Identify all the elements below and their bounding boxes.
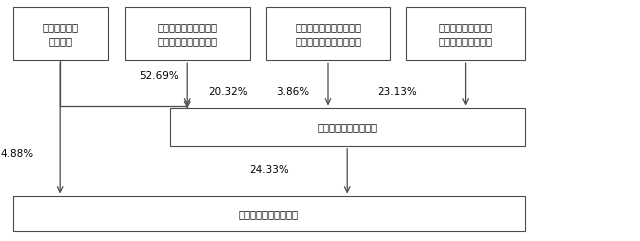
Text: 24.33%: 24.33% bbox=[250, 165, 289, 175]
Text: 3.86%: 3.86% bbox=[276, 87, 310, 97]
Text: 长沙建芯产业投资基金
合伙企业（有限合伙）: 长沙建芯产业投资基金 合伙企业（有限合伙） bbox=[157, 22, 217, 46]
Text: 三安光电股份有限公司: 三安光电股份有限公司 bbox=[239, 209, 299, 219]
FancyBboxPatch shape bbox=[406, 7, 525, 60]
FancyBboxPatch shape bbox=[125, 7, 250, 60]
FancyBboxPatch shape bbox=[13, 7, 108, 60]
Text: 52.69%: 52.69% bbox=[140, 71, 179, 81]
Text: 福建三安集团
有限公司: 福建三安集团 有限公司 bbox=[42, 22, 78, 46]
Text: 23.13%: 23.13% bbox=[378, 87, 417, 97]
FancyBboxPatch shape bbox=[266, 7, 390, 60]
Text: 4.88%: 4.88% bbox=[0, 149, 33, 159]
Text: 厦门三安电子有限公司: 厦门三安电子有限公司 bbox=[317, 122, 377, 132]
Text: 20.32%: 20.32% bbox=[208, 87, 248, 97]
FancyBboxPatch shape bbox=[170, 108, 525, 146]
FancyBboxPatch shape bbox=[13, 196, 525, 231]
Text: 鄂州葛店安芯产业投资基
金合伙企业（有限合伙）: 鄂州葛店安芯产业投资基 金合伙企业（有限合伙） bbox=[295, 22, 361, 46]
Text: 重庆高永企业管理合
伙企业（有限合伙）: 重庆高永企业管理合 伙企业（有限合伙） bbox=[438, 22, 493, 46]
